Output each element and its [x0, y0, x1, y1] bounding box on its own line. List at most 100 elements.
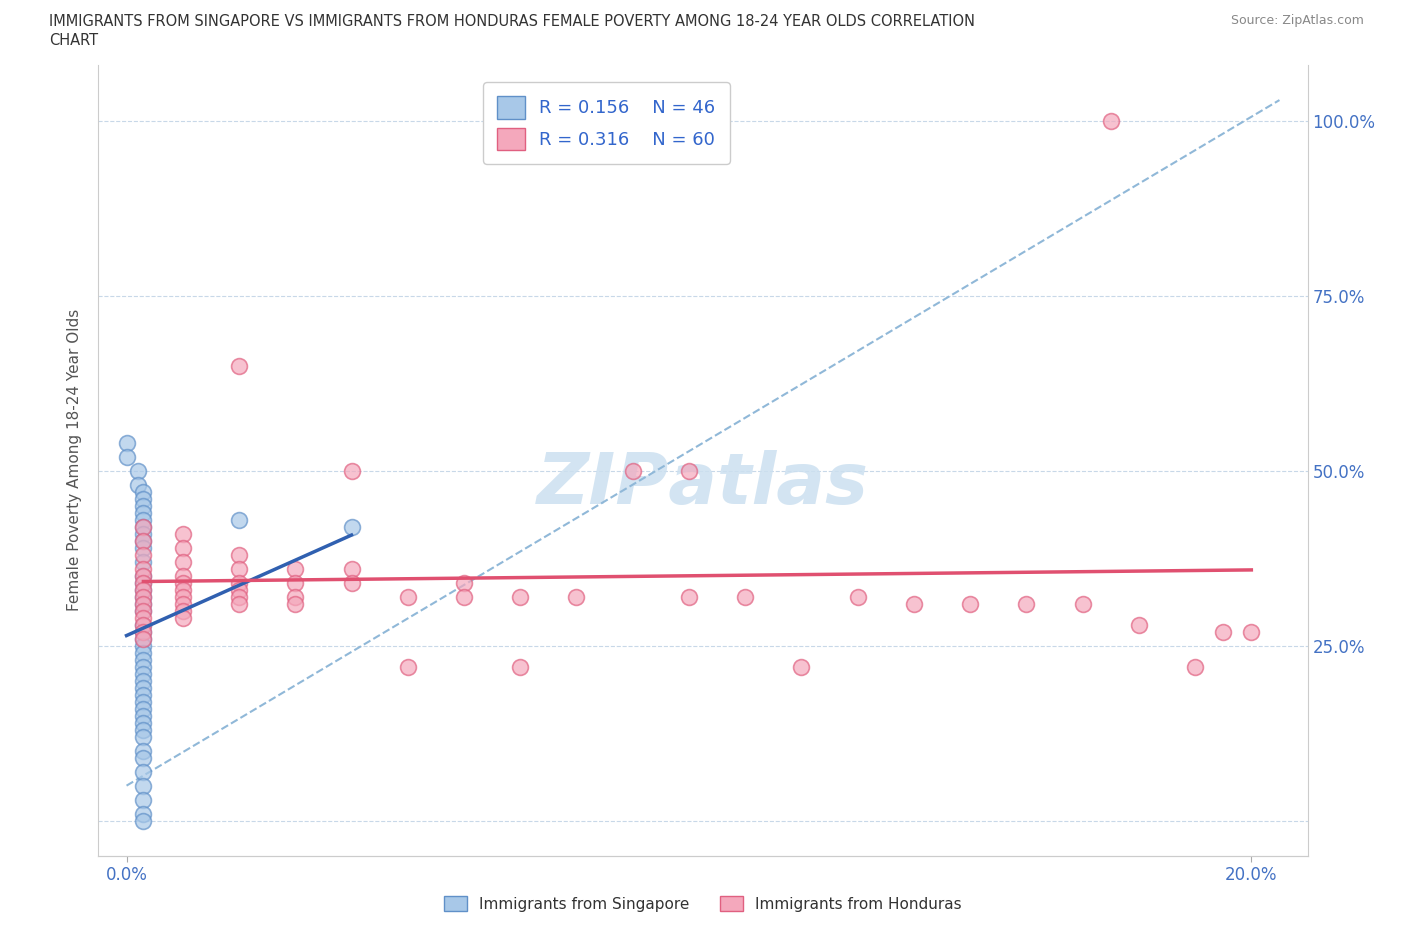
Point [228, 596, 250, 611]
Point [228, 576, 250, 591]
Point [396, 659, 419, 674]
Point [678, 463, 700, 478]
Point [132, 596, 155, 611]
Point [228, 562, 250, 577]
Point [132, 624, 155, 639]
Point [228, 512, 250, 527]
Text: ZIP​atlas: ZIP​atlas [537, 449, 869, 519]
Point [132, 618, 155, 632]
Point [132, 554, 155, 569]
Point [1099, 113, 1122, 128]
Point [132, 792, 155, 807]
Point [228, 582, 250, 597]
Point [132, 631, 155, 646]
Point [132, 519, 155, 534]
Point [846, 590, 869, 604]
Point [340, 519, 363, 534]
Legend: R = 0.156    N = 46, R = 0.316    N = 60: R = 0.156 N = 46, R = 0.316 N = 60 [484, 82, 730, 164]
Point [132, 624, 155, 639]
Point [621, 463, 644, 478]
Point [132, 673, 155, 688]
Point [453, 590, 475, 604]
Point [565, 590, 588, 604]
Point [132, 701, 155, 716]
Point [132, 519, 155, 534]
Point [132, 576, 155, 591]
Point [132, 582, 155, 597]
Point [172, 590, 194, 604]
Point [172, 610, 194, 625]
Point [132, 652, 155, 667]
Point [172, 576, 194, 591]
Point [678, 590, 700, 604]
Point [509, 590, 531, 604]
Point [1184, 659, 1206, 674]
Point [132, 590, 155, 604]
Point [172, 540, 194, 555]
Point [132, 806, 155, 821]
Point [132, 526, 155, 541]
Point [132, 715, 155, 730]
Point [132, 813, 155, 828]
Point [132, 743, 155, 758]
Point [132, 562, 155, 577]
Point [340, 562, 363, 577]
Point [509, 659, 531, 674]
Point [228, 548, 250, 563]
Point [132, 604, 155, 618]
Point [284, 596, 307, 611]
Point [132, 778, 155, 793]
Point [132, 723, 155, 737]
Point [115, 449, 138, 464]
Point [132, 729, 155, 744]
Point [132, 764, 155, 779]
Point [132, 596, 155, 611]
Point [132, 568, 155, 583]
Point [115, 435, 138, 450]
Point [132, 645, 155, 660]
Point [903, 596, 925, 611]
Point [959, 596, 981, 611]
Point [132, 540, 155, 555]
Point [132, 631, 155, 646]
Text: IMMIGRANTS FROM SINGAPORE VS IMMIGRANTS FROM HONDURAS FEMALE POVERTY AMONG 18-24: IMMIGRANTS FROM SINGAPORE VS IMMIGRANTS … [49, 14, 976, 29]
Point [132, 680, 155, 695]
Point [132, 610, 155, 625]
Point [396, 590, 419, 604]
Point [172, 582, 194, 597]
Point [127, 477, 149, 492]
Point [340, 576, 363, 591]
Point [172, 526, 194, 541]
Point [132, 505, 155, 520]
Point [132, 485, 155, 499]
Text: Source: ZipAtlas.com: Source: ZipAtlas.com [1230, 14, 1364, 27]
Point [284, 576, 307, 591]
Point [132, 576, 155, 591]
Point [1212, 624, 1234, 639]
Point [132, 568, 155, 583]
Point [132, 638, 155, 653]
Point [132, 695, 155, 710]
Point [132, 491, 155, 506]
Point [228, 358, 250, 373]
Point [453, 576, 475, 591]
Point [1015, 596, 1038, 611]
Point [132, 582, 155, 597]
Point [172, 604, 194, 618]
Point [734, 590, 756, 604]
Point [132, 659, 155, 674]
Point [132, 548, 155, 563]
Point [228, 590, 250, 604]
Text: CHART: CHART [49, 33, 98, 47]
Point [172, 554, 194, 569]
Point [172, 596, 194, 611]
Point [132, 534, 155, 549]
Point [132, 512, 155, 527]
Y-axis label: Female Poverty Among 18-24 Year Olds: Female Poverty Among 18-24 Year Olds [67, 309, 83, 612]
Point [790, 659, 813, 674]
Point [132, 687, 155, 702]
Point [132, 618, 155, 632]
Point [132, 709, 155, 724]
Point [1128, 618, 1150, 632]
Point [127, 463, 149, 478]
